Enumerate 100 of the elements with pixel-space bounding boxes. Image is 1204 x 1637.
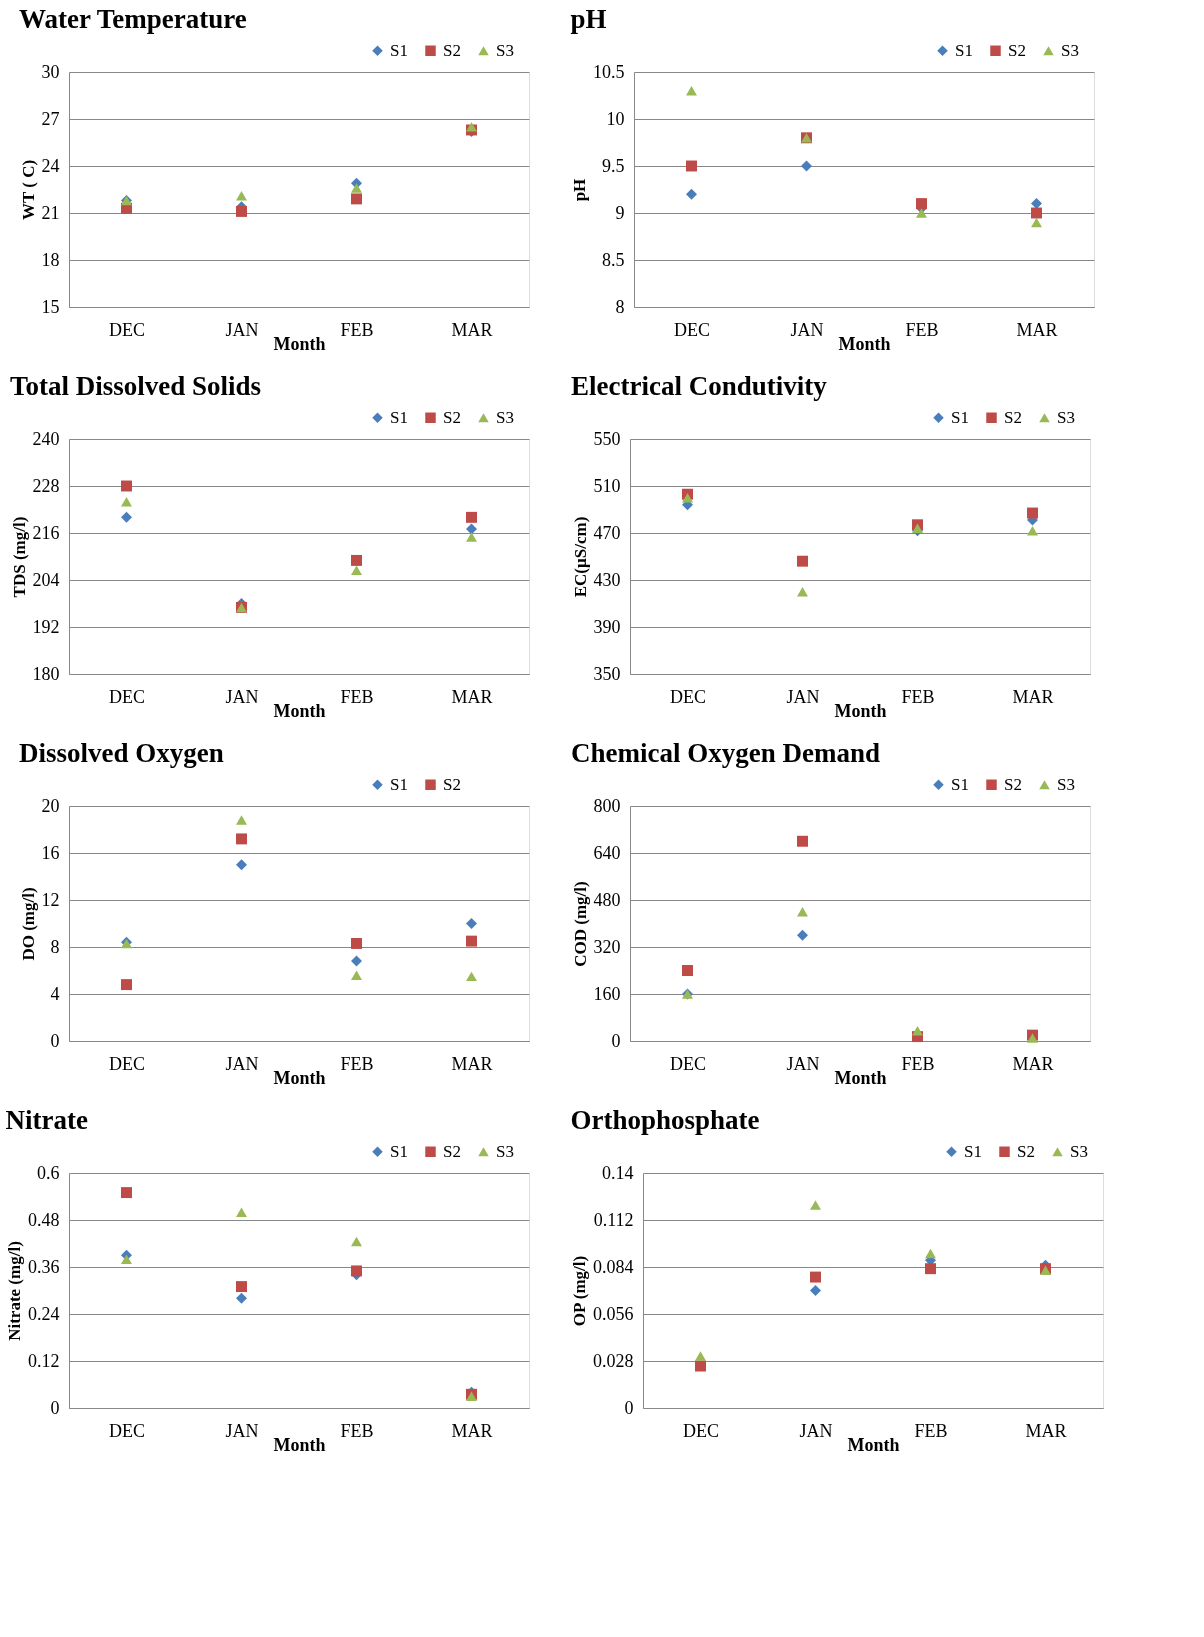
legend-label: S3 [1070,1141,1088,1161]
y-axis-title: DO (mg/l) [18,887,38,961]
y-tick-label: 480 [593,889,621,910]
x-tick-label: JAN [225,1420,259,1441]
y-tick-label: 430 [593,569,621,590]
x-tick-label: JAN [786,686,820,707]
y-tick-label: 640 [593,842,621,863]
y-tick-label: 10.5 [593,61,625,82]
chart-title: Total Dissolved Solids [10,371,262,401]
y-tick-label: 18 [41,249,60,270]
legend-label: S2 [1004,407,1022,427]
y-tick-label: 30 [41,61,60,82]
legend-label: S2 [1017,1141,1035,1161]
x-axis-title: Month [834,700,887,721]
x-tick-label: DEC [683,1420,719,1441]
y-tick-label: 228 [32,475,60,496]
chart-title: Nitrate [5,1105,88,1135]
y-tick-label: 8 [50,936,60,957]
legend-label: S3 [496,40,514,60]
x-tick-label: MAR [451,319,493,340]
x-axis-title: Month [273,1067,326,1088]
chart-title: Dissolved Oxygen [19,738,224,768]
y-tick-label: 0 [624,1397,634,1418]
x-tick-label: JAN [225,319,259,340]
legend-label: S2 [1008,40,1026,60]
y-tick-label: 12 [41,889,60,910]
y-axis-title: TDS (mg/l) [9,516,29,598]
y-tick-label: 0 [50,1030,60,1051]
x-tick-label: JAN [225,1053,259,1074]
y-tick-label: 470 [593,522,621,543]
legend-label: S1 [390,774,408,794]
x-tick-label: DEC [670,1053,706,1074]
x-tick-label: JAN [786,1053,820,1074]
y-tick-label: 0 [611,1030,621,1051]
y-tick-label: 800 [593,795,621,816]
legend-label: S1 [951,774,969,794]
y-tick-label: 0.6 [37,1162,60,1183]
x-tick-label: FEB [340,319,374,340]
chart-title: Chemical Oxygen Demand [571,738,880,768]
y-tick-label: 0.028 [593,1350,634,1371]
y-tick-label: 180 [32,663,60,684]
x-tick-label: MAR [451,1053,493,1074]
y-axis-title: Nitrate (mg/l) [5,1241,24,1341]
y-tick-label: 16 [41,842,60,863]
y-tick-label: 160 [593,983,621,1004]
x-axis-title: Month [834,1067,887,1088]
legend-label: S2 [443,774,461,794]
y-tick-label: 4 [50,983,60,1004]
legend-label: S1 [390,407,408,427]
legend-label: S3 [496,1141,514,1161]
legend-label: S1 [390,40,408,60]
y-tick-label: 24 [41,155,60,176]
y-tick-label: 192 [32,616,60,637]
y-tick-label: 390 [593,616,621,637]
y-tick-label: 15 [41,296,60,317]
legend-label: S1 [951,407,969,427]
x-tick-label: MAR [1016,319,1058,340]
y-tick-label: 204 [32,569,60,590]
y-tick-label: 9 [615,202,625,223]
y-tick-label: 0.48 [28,1209,60,1230]
legend-label: S2 [443,407,461,427]
y-tick-label: 21 [41,202,60,223]
x-tick-label: FEB [914,1420,948,1441]
x-tick-label: FEB [901,686,935,707]
y-tick-label: 550 [593,428,621,449]
x-tick-label: MAR [1012,686,1054,707]
y-axis-title: WT ( C) [18,159,38,221]
y-axis-title: COD (mg/l) [570,881,590,967]
legend-label: S3 [496,407,514,427]
x-axis-title: Month [273,333,326,354]
y-tick-label: 216 [32,522,60,543]
y-tick-label: 0.36 [28,1256,60,1277]
y-tick-label: 0.112 [593,1209,634,1230]
x-tick-label: JAN [225,686,259,707]
y-tick-label: 9.5 [602,155,625,176]
y-tick-label: 0.084 [593,1256,634,1277]
x-axis-title: Month [847,1434,900,1455]
legend-label: S1 [964,1141,982,1161]
x-tick-label: DEC [109,319,145,340]
chart-title: Orthophosphate [570,1105,760,1135]
chart-title: Water Temperature [19,4,247,34]
y-tick-label: 350 [593,663,621,684]
x-tick-label: DEC [109,686,145,707]
y-tick-label: 320 [593,936,621,957]
legend-label: S1 [390,1141,408,1161]
x-tick-label: FEB [901,1053,935,1074]
x-tick-label: DEC [109,1053,145,1074]
y-tick-label: 0.14 [602,1162,634,1183]
y-tick-label: 10 [606,108,625,129]
x-tick-label: FEB [340,686,374,707]
legend-label: S3 [1057,407,1075,427]
x-tick-label: FEB [905,319,939,340]
x-tick-label: JAN [799,1420,833,1441]
y-tick-label: 0.12 [28,1350,60,1371]
y-tick-label: 0.056 [593,1303,634,1324]
x-tick-label: MAR [1012,1053,1054,1074]
y-tick-label: 0.24 [28,1303,60,1324]
legend-label: S2 [443,40,461,60]
legend-label: S1 [955,40,973,60]
x-tick-label: FEB [340,1420,374,1441]
